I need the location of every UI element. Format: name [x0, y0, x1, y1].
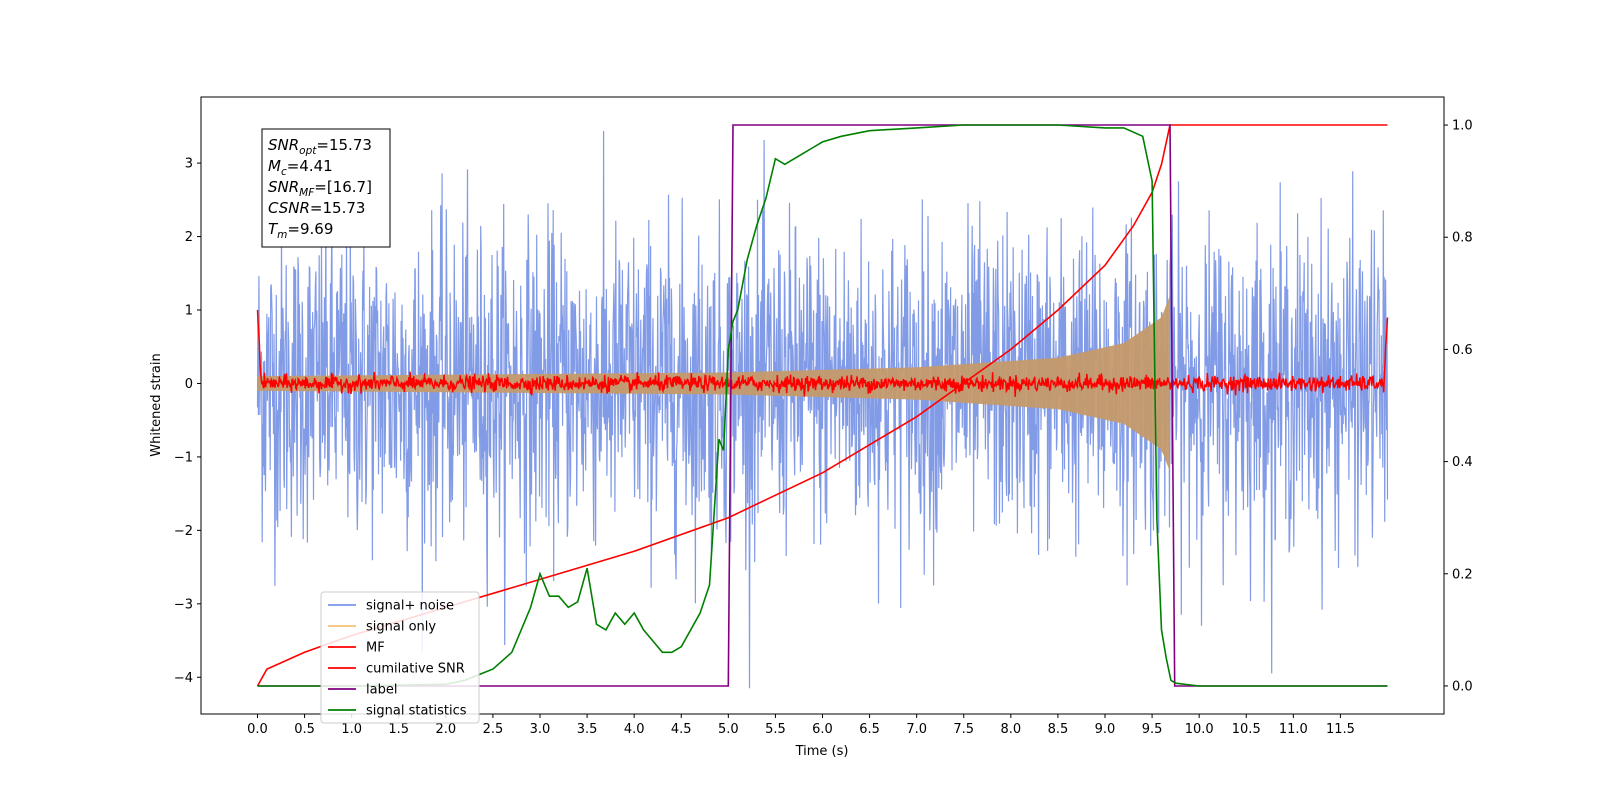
legend-entry: label	[366, 683, 397, 698]
x-tick-label: 4.5	[671, 722, 692, 737]
annotation-line: SNRMF=[16.7]	[268, 178, 372, 199]
x-tick-label: 2.0	[435, 722, 456, 737]
x-tick-label: 9.5	[1142, 722, 1163, 737]
annotation-frame	[261, 128, 391, 248]
y-tick-label: −4	[174, 671, 193, 686]
y-tick-label: −3	[174, 597, 193, 612]
x-tick-label: 3.0	[530, 722, 551, 737]
x-tick-label: 10.0	[1185, 722, 1214, 737]
y-tick-label: 0	[185, 377, 193, 392]
y-tick-label: −2	[174, 524, 193, 539]
x-tick-label: 4.0	[624, 722, 645, 737]
x-tick-label: 2.5	[483, 722, 504, 737]
y2-tick-label: 1.0	[1452, 119, 1473, 134]
x-tick-label: 3.5	[577, 722, 598, 737]
y-tick-label: −1	[174, 450, 193, 465]
x-tick-label: 8.5	[1048, 722, 1069, 737]
y2-tick-label: 0.4	[1452, 455, 1473, 470]
x-tick-label: 7.0	[906, 722, 927, 737]
x-axis: 0.0 0.5 1.0 1.5 2.0 2.5 3.0 3.5 4.0 4.5 5.0 5.5 6.0 6…	[247, 714, 1355, 737]
x-tick-label: 9.0	[1095, 722, 1116, 737]
series-mf	[256, 309, 1389, 397]
annotation-line: CSNR=15.73	[268, 199, 365, 217]
annotation-box: SNRopt=15.73Mc=4.41SNRMF=[16.7]CSNR=15.7…	[261, 128, 391, 248]
x-tick-label: 5.5	[765, 722, 786, 737]
y2-tick-label: 0.8	[1452, 231, 1473, 246]
x-tick-label: 8.0	[1000, 722, 1021, 737]
legend-entry: MF	[366, 641, 385, 656]
x-axis-label: Time (s)	[795, 744, 849, 759]
y-tick-label: 1	[185, 304, 193, 319]
legend-frame	[320, 591, 480, 724]
legend: signal+ noise signal only MF cumilative SNR…	[320, 591, 480, 724]
x-tick-label: 11.5	[1326, 722, 1355, 737]
annotation-line: Tm=9.69	[268, 220, 333, 241]
x-tick-label: 11.0	[1279, 722, 1308, 737]
y2-tick-label: 0.6	[1452, 343, 1473, 358]
y-tick-label: 2	[185, 230, 193, 245]
annotation-line: SNRopt=15.73	[268, 136, 372, 157]
x-tick-label: 0.5	[294, 722, 315, 737]
x-tick-label: 1.0	[341, 722, 362, 737]
x-tick-label: 6.0	[812, 722, 833, 737]
legend-entry: cumilative SNR	[366, 662, 465, 677]
x-tick-label: 6.5	[859, 722, 880, 737]
y2-tick-label: 0.2	[1452, 567, 1473, 582]
y-axis-left: 3 2 1 0 −1 −2 −3 −4	[174, 157, 201, 686]
y-axis-right: 1.0 0.8 0.6 0.4 0.2 0.0	[1444, 119, 1473, 694]
x-tick-label: 7.5	[953, 722, 974, 737]
y-axis-label: Whitened strain	[149, 353, 164, 456]
legend-entry: signal statistics	[366, 704, 467, 719]
y2-tick-label: 0.0	[1452, 679, 1473, 694]
series-signal-statistics	[257, 124, 1388, 687]
y-tick-label: 3	[185, 157, 193, 172]
x-tick-label: 10.5	[1232, 722, 1261, 737]
x-tick-label: 1.5	[388, 722, 409, 737]
legend-entry: signal+ noise	[366, 599, 454, 614]
annotation-line: Mc=4.41	[268, 157, 333, 178]
x-tick-label: 5.0	[718, 722, 739, 737]
x-tick-label: 0.0	[247, 722, 268, 737]
legend-entry: signal only	[366, 620, 436, 635]
